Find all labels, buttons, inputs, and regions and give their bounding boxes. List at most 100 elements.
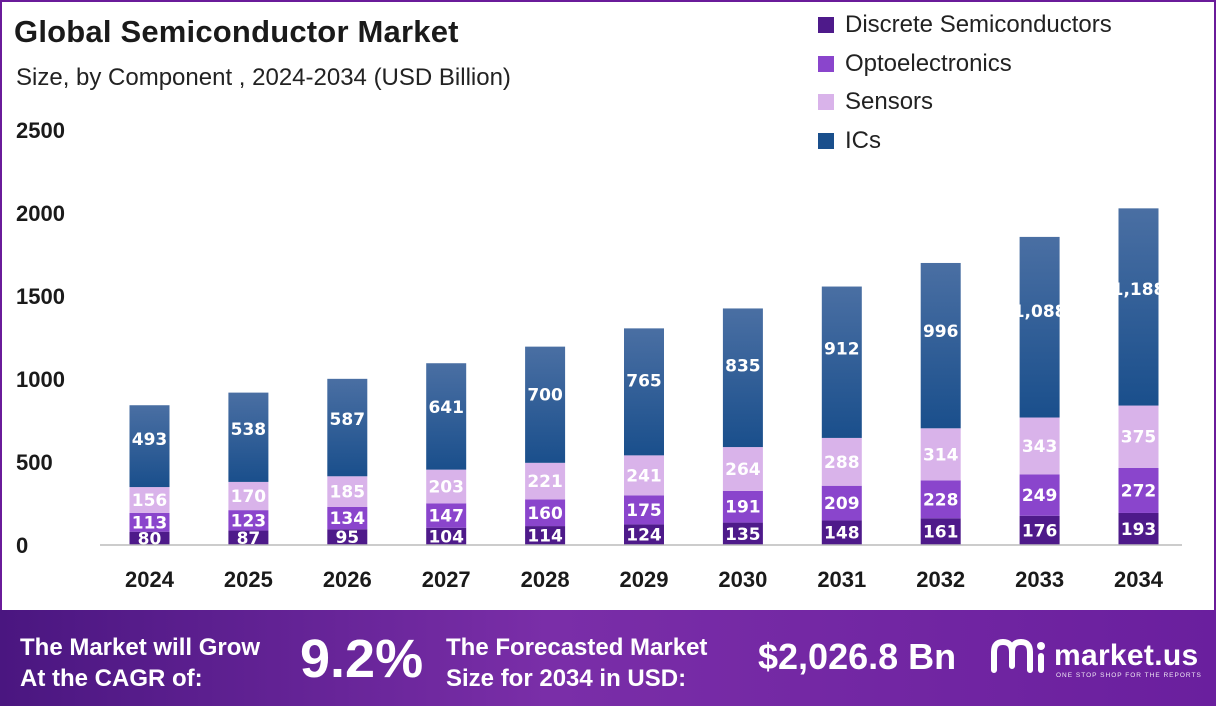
bar-segment-opto [624,495,664,525]
bar-segment-opto [920,480,961,519]
bar-segment-discrete [1019,515,1060,545]
bar-segment-ics [1019,236,1060,418]
x-tick-label: 2034 [1114,567,1164,592]
bar-label-opto: 175 [626,501,662,521]
forecast-label-line1: The Forecasted Market [446,634,708,661]
forecast-value: $2,026.8 Bn [758,636,957,677]
y-tick-label: 2000 [16,201,65,226]
bar-label-opto: 228 [923,490,959,510]
bar-label-discrete: 148 [824,524,860,544]
bar-label-ics: 1,088 [1013,302,1067,322]
chart-subtitle: Size, by Component , 2024-2034 (USD Bill… [16,64,511,91]
cagr-label-line2: At the CAGR of: [20,665,203,692]
bar-label-sensors: 221 [527,472,563,492]
bar-label-ics: 996 [923,322,959,342]
bar-label-opto: 209 [824,494,860,514]
bar-segment-opto [821,485,862,521]
bar-segment-ics [722,308,763,448]
bar-label-opto: 191 [725,498,761,518]
bar-label-sensors: 156 [132,491,168,511]
bar-label-opto: 147 [428,507,464,527]
bar-label-ics: 1,188 [1112,280,1166,300]
forecast-label: The Forecasted Market Size for 2034 in U… [446,632,707,694]
bar-label-sensors: 170 [231,487,267,507]
bar-segment-opto [722,490,763,523]
bar-label-discrete: 95 [335,528,359,548]
bar-segment-opto [327,506,368,530]
bar-segment-sensors [426,469,467,504]
legend-swatch-ics [818,132,834,149]
bar-segment-ics [129,405,170,488]
bar-label-discrete: 176 [1022,521,1058,541]
bar-label-ics: 641 [428,398,464,418]
legend-item-sensors: Sensors [818,83,1112,122]
x-tick-label: 2025 [224,567,273,592]
legend-label-opto: Optoelectronics [845,49,1012,77]
bar-segment-sensors [327,476,368,507]
bar-label-sensors: 314 [923,445,959,465]
bar-segment-opto [1019,474,1060,516]
x-tick-label: 2033 [1015,567,1064,592]
bar-segment-ics [821,286,862,438]
y-tick-label: 1500 [16,284,65,309]
x-tick-label: 2030 [718,567,767,592]
bar-label-sensors: 288 [824,453,860,473]
bar-label-ics: 912 [824,340,860,360]
legend-swatch-discrete [818,17,834,34]
bar-label-opto: 123 [231,511,267,531]
y-tick-label: 1000 [16,367,65,392]
bar-label-discrete: 135 [725,525,761,545]
bar-label-opto: 272 [1121,481,1157,501]
legend-label-ics: ICs [845,126,881,154]
x-tick-label: 2024 [125,567,175,592]
bar-label-ics: 538 [231,420,267,440]
legend-item-discrete: Discrete Semiconductors [818,6,1112,45]
bar-segment-discrete [1118,512,1159,545]
cagr-label: The Market will Grow At the CAGR of: [20,632,260,694]
bar-label-discrete: 193 [1121,520,1157,540]
bar-label-ics: 587 [330,410,366,430]
chart-frame [0,0,1216,612]
bar-label-sensors: 185 [330,483,366,503]
bar-label-sensors: 241 [626,466,662,486]
bars-group: 8011315649387123170538951341855871041472… [129,208,1166,549]
cagr-label-line1: The Market will Grow [20,634,261,661]
x-tick-label: 2026 [323,567,372,592]
chart-title: Global Semiconductor Market [14,14,459,49]
bar-segment-ics [624,328,664,456]
x-axis: 2024 2025 2026 2027 2028 2029 2030 2031 2032 2033… [125,567,1164,592]
bar-label-sensors: 343 [1022,437,1058,457]
bar-segment-discrete [624,524,664,545]
bar-label-sensors: 264 [725,460,761,480]
bar-segment-discrete [821,520,862,545]
bar-label-opto: 160 [527,504,563,524]
bar-segment-ics [228,392,269,482]
bar-segment-sensors [525,462,566,500]
bar-segment-sensors [722,447,763,491]
x-tick-label: 2027 [422,567,471,592]
y-tick-label: 0 [16,533,28,558]
y-tick-label: 2500 [16,118,65,143]
bar-segment-discrete [228,530,269,545]
bar-segment-discrete [327,529,368,545]
bar-label-ics: 700 [527,385,563,405]
legend-swatch-sensors [818,94,834,111]
bar-segment-discrete [920,518,961,545]
brand-name: market.us [1054,639,1199,672]
bar-label-discrete: 104 [428,527,464,547]
brand-tagline: ONE STOP SHOP FOR THE REPORTS [1056,672,1202,679]
y-axis: 0 500 1000 1500 2000 2500 [16,118,65,558]
bar-label-opto: 249 [1022,486,1058,506]
bar-segment-opto [228,510,269,531]
bar-segment-sensors [821,437,862,486]
bar-label-discrete: 87 [237,529,261,549]
bar-segment-discrete [525,526,566,545]
brand-logo: market.us [990,636,1198,676]
bar-segment-ics [426,363,467,470]
bar-label-discrete: 124 [626,526,662,546]
bar-segment-opto [1118,467,1159,513]
x-tick-label: 2032 [916,567,965,592]
bar-segment-sensors [1118,405,1159,468]
bar-segment-opto [129,512,170,532]
